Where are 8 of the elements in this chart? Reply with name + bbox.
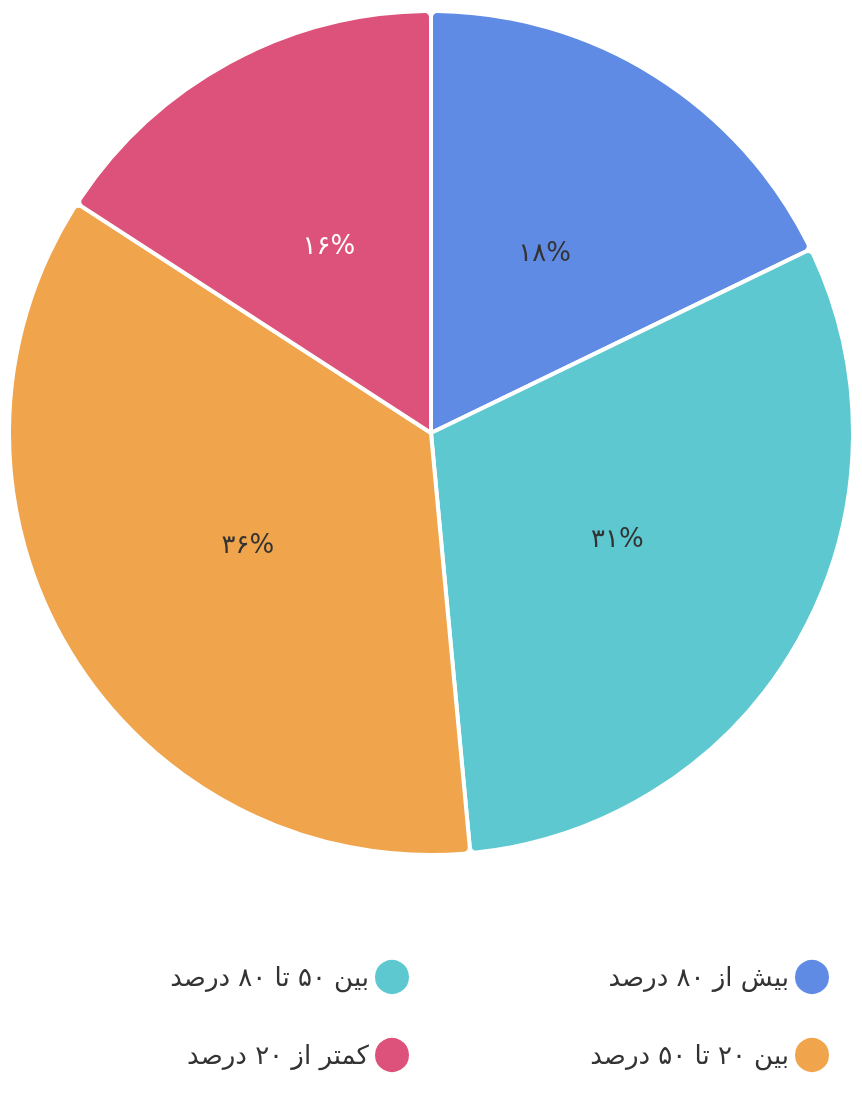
legend-label: بیش از ۸۰ درصد [608,962,789,992]
data-label: ۱۸% [518,236,571,267]
data-label: ۱۶% [302,229,356,260]
legend-label: کمتر از ۲۰ درصد [187,1040,370,1071]
data-label: ۳۶% [221,528,275,559]
legend-label: بین ۲۰ تا ۵۰ درصد [590,1040,789,1071]
legend-label: بین ۵۰ تا ۸۰ درصد [170,962,369,993]
data-label: ۳۱% [591,523,644,554]
